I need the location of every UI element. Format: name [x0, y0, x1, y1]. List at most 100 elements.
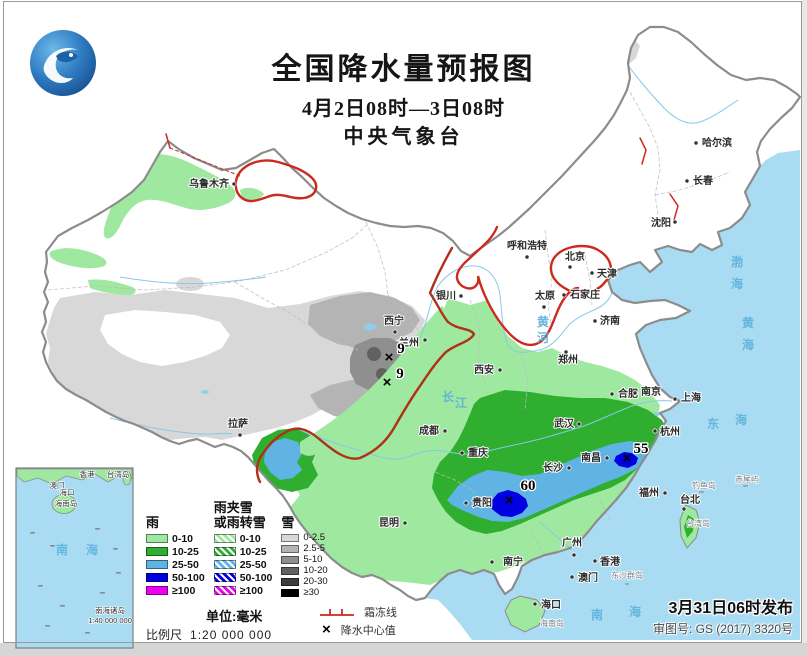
water-label: 黄	[742, 315, 754, 330]
legend-value: 50-100	[172, 571, 205, 584]
snow-dark	[350, 338, 410, 390]
city-label: 北京	[565, 250, 585, 263]
city-label: 重庆	[468, 446, 488, 459]
bottom-margin	[0, 643, 807, 656]
scale-bar: 比例尺 1:20 000 000	[146, 626, 272, 643]
legend-value: 0-10	[172, 532, 194, 545]
city-label: 郑州	[558, 353, 578, 366]
city-label: 广州	[562, 536, 582, 549]
city-label: 香港	[600, 555, 621, 568]
legend-row: ≥30	[281, 587, 327, 598]
inset-sea-label: 海	[86, 542, 98, 557]
islands	[504, 485, 748, 633]
legend-swatch	[281, 588, 300, 597]
unit-label: 单位:毫米	[206, 609, 263, 624]
rain-storm-55	[614, 452, 638, 468]
city-dot	[489, 559, 495, 565]
sea-layer	[425, 150, 800, 640]
frost-west-line	[255, 246, 476, 484]
rain-yunnan-blue	[264, 438, 303, 480]
water-label: 南	[591, 607, 603, 622]
legend-swatch	[146, 573, 168, 582]
city-dot	[563, 349, 569, 355]
city-dot	[442, 428, 448, 434]
center-label: 降水中心值	[340, 625, 396, 637]
city-dot	[458, 293, 464, 299]
legend-value: ≥30	[303, 587, 320, 598]
city-label: 沈阳	[651, 216, 671, 229]
legend-row: 25-50	[146, 558, 205, 571]
logo-eye	[69, 53, 73, 57]
logo-circle	[30, 30, 96, 96]
inset-label: 香港	[80, 469, 95, 479]
city-label: 长沙	[543, 461, 563, 474]
legend-value: 2.5-5	[303, 543, 326, 554]
city-label: 赤尾屿	[735, 475, 759, 484]
city-label: 银川	[436, 289, 456, 302]
inset-hainan	[51, 494, 77, 514]
legend-value: 0-10	[239, 532, 261, 545]
city-dot	[541, 304, 547, 310]
legend-swatch	[213, 573, 236, 582]
city-label: 杭州	[660, 425, 680, 438]
city-label: 西宁	[384, 314, 404, 327]
legend-row: 5-10	[281, 554, 327, 565]
legend-row: 10-25	[146, 545, 205, 558]
city-label: 钓鱼岛	[692, 480, 716, 490]
legend-row: 10-25	[213, 545, 273, 558]
city-dot	[231, 181, 237, 187]
city-label: 海口	[541, 598, 561, 611]
water-label: 黄	[537, 314, 549, 329]
inset-islands	[30, 528, 121, 634]
legend-swatch	[213, 560, 236, 569]
legend-rain-header: 雨	[146, 515, 160, 530]
cma-logo	[30, 30, 96, 96]
city-dot	[463, 500, 469, 506]
inset-taiwan	[122, 470, 132, 486]
legend-value: 50-100	[239, 571, 273, 584]
legend-sleet-header: 雨夹雪 或雨转雪	[213, 500, 266, 530]
city-dot	[524, 254, 530, 260]
legend-row: 0-2.5	[281, 532, 327, 543]
legend-value: 25-50	[172, 558, 199, 571]
city-dot	[392, 329, 398, 335]
legend-swatch	[146, 586, 168, 595]
frost-dash	[169, 147, 241, 177]
city-dot	[237, 432, 243, 438]
frost-urumqi-loop	[234, 159, 318, 203]
city-dot	[566, 465, 572, 471]
frost-ne-1	[639, 137, 647, 165]
city-label: 兰州	[399, 336, 419, 349]
inset-label: 海口	[60, 487, 75, 497]
legend-swatch	[213, 534, 236, 543]
legend-swatch	[146, 560, 168, 569]
inset-sea-label: 南	[56, 542, 68, 557]
city-dot	[604, 455, 610, 461]
city-label: 台北	[680, 493, 700, 506]
legend-swatch	[213, 547, 236, 556]
center-legend: × 降水中心值	[322, 622, 396, 638]
inset-label: 澳门	[50, 480, 65, 490]
city-label: 天津	[597, 267, 617, 280]
city-dot	[609, 391, 615, 397]
inset-label: 南海诸岛	[95, 605, 125, 615]
precip-center-value: 9	[397, 341, 405, 357]
legend-row: 50-100	[213, 571, 273, 584]
legend-row: ≥100	[146, 584, 205, 597]
city-dot	[672, 219, 678, 225]
city-dot	[402, 520, 408, 526]
snow-darkest	[367, 347, 381, 361]
city-dot	[652, 428, 658, 434]
city-label: 福州	[638, 486, 659, 499]
legend-value: 5-10	[303, 554, 323, 565]
water-label: 海	[629, 604, 641, 619]
inset-label: 1:40 000 000	[88, 616, 132, 625]
scale-label: 比例尺	[146, 628, 183, 642]
city-label: 乌鲁木齐	[189, 177, 230, 190]
taiwan-center	[684, 515, 694, 538]
legend-swatch	[146, 547, 168, 556]
legend-value: 0-2.5	[303, 532, 326, 543]
water-label: 河	[536, 330, 549, 345]
